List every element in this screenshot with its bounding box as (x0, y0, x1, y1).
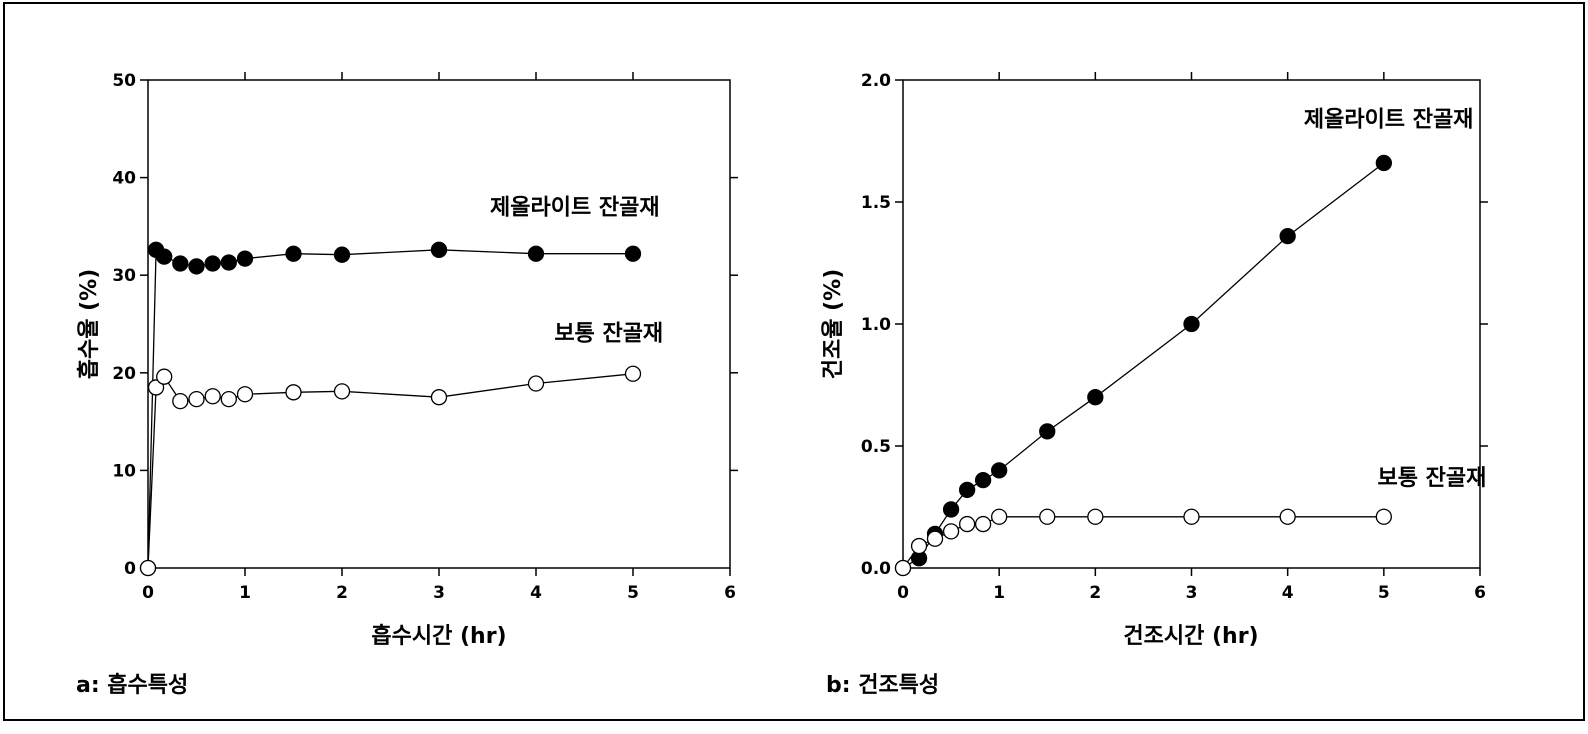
data-point (974, 515, 992, 533)
data-point (1183, 315, 1200, 333)
y-tick-label: 1.0 (861, 315, 891, 335)
series-markers (139, 241, 642, 577)
data-point (527, 375, 545, 392)
x-tick-label: 0 (142, 583, 154, 603)
y-tick-label: 0.5 (861, 437, 891, 457)
x-tick-label: 4 (1282, 583, 1294, 603)
data-point (188, 258, 205, 275)
data-point (942, 501, 960, 518)
data-point (147, 379, 165, 396)
data-point (1039, 508, 1056, 525)
data-point (220, 391, 237, 408)
x-tick-label: 3 (1186, 583, 1198, 603)
data-point (172, 392, 189, 410)
x-tick-label: 1 (993, 583, 1005, 603)
x-tick-label: 5 (1378, 583, 1390, 603)
data-point (991, 508, 1008, 525)
data-point (156, 368, 173, 385)
data-point (220, 254, 237, 271)
y-tick-label: 0 (124, 559, 136, 579)
data-point (894, 559, 912, 577)
x-tick-label: 2 (1089, 583, 1101, 603)
data-point (430, 241, 448, 258)
series-label: 제올라이트 잔골재 (1304, 107, 1474, 132)
data-point (1183, 508, 1200, 525)
panel-caption: a: 흡수특성 (76, 673, 188, 698)
series-label: 보통 잔골재 (554, 322, 663, 347)
x-tick-label: 3 (433, 583, 445, 603)
y-axis-title: 흡수율 (%) (77, 269, 102, 380)
data-point (1375, 508, 1392, 525)
data-point (172, 255, 189, 272)
data-point (1279, 508, 1296, 525)
panel-caption: b: 건조특성 (826, 673, 939, 698)
x-tick-label: 2 (336, 583, 348, 603)
y-tick-label: 30 (112, 266, 136, 286)
data-point (624, 365, 642, 382)
data-point (527, 245, 545, 262)
y-tick-label: 2.0 (861, 71, 891, 91)
data-point (285, 245, 302, 262)
x-axis-title: 흡수시간 (hr) (371, 624, 506, 649)
data-point (333, 383, 351, 400)
data-point (1039, 423, 1056, 440)
data-point (1279, 228, 1296, 245)
data-point (958, 515, 976, 533)
data-point (1375, 154, 1392, 172)
series-label: 제올라이트 잔골재 (490, 196, 660, 221)
y-tick-label: 0.0 (861, 559, 891, 579)
data-point (991, 462, 1008, 479)
data-point (942, 523, 960, 540)
y-tick-label: 40 (112, 169, 136, 189)
data-point (910, 537, 928, 555)
series-markers (894, 154, 1392, 577)
x-tick-label: 5 (627, 583, 639, 603)
data-point (156, 248, 173, 265)
data-point (188, 391, 205, 408)
data-point (926, 530, 944, 547)
y-tick-label: 20 (112, 364, 136, 384)
x-axis-title: 건조시간 (hr) (1123, 624, 1258, 649)
x-tick-label: 4 (530, 583, 542, 603)
data-point (204, 388, 221, 405)
x-tick-label: 6 (1474, 583, 1486, 603)
data-point (204, 255, 221, 272)
x-tick-label: 1 (239, 583, 251, 603)
figure-border (3, 2, 1585, 721)
data-point (958, 481, 976, 499)
x-tick-label: 0 (897, 583, 909, 603)
data-point (624, 245, 642, 262)
data-point (236, 386, 254, 403)
data-point (1087, 389, 1104, 406)
y-tick-label: 50 (112, 71, 136, 91)
data-point (974, 472, 992, 489)
x-tick-label: 6 (724, 583, 736, 603)
data-point (1087, 508, 1104, 525)
series-label: 보통 잔골재 (1377, 466, 1486, 491)
data-point (333, 246, 351, 263)
y-axis-title: 건조율 (%) (821, 269, 846, 380)
data-point (236, 250, 254, 267)
y-tick-label: 1.5 (861, 193, 891, 213)
data-point (430, 389, 448, 406)
axis-ticks: 0 1 2 3 4 5 6 0.0 0.5 1.0 1.5 2.0 (861, 71, 1488, 603)
y-tick-label: 10 (112, 461, 136, 481)
data-point (139, 559, 157, 577)
data-point (285, 384, 302, 401)
